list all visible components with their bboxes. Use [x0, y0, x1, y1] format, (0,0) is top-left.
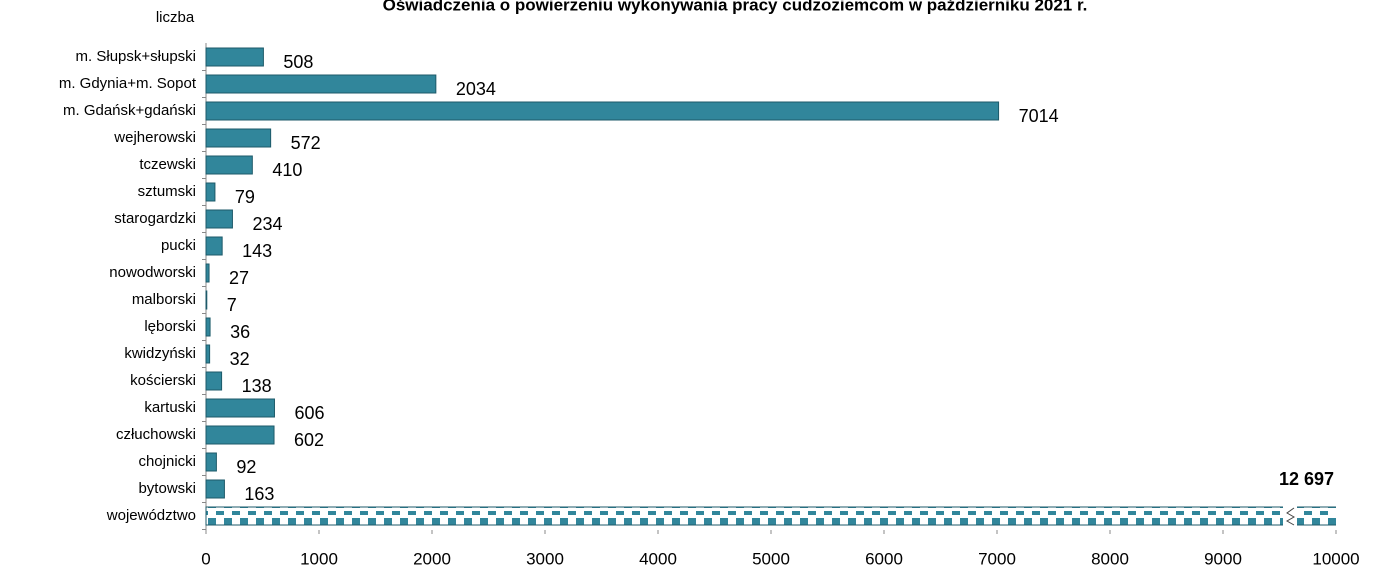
- y-tick-label: kościerski: [130, 372, 196, 389]
- x-tick-label: 7000: [978, 549, 1016, 568]
- bar: [205, 290, 208, 310]
- value-label: 508: [283, 52, 313, 72]
- value-label: 7: [227, 295, 237, 315]
- y-tick-label: kartuski: [144, 399, 196, 416]
- y-tick-label: człuchowski: [116, 426, 196, 443]
- value-label: 410: [272, 160, 302, 180]
- y-tick-label: wejherowski: [113, 129, 196, 146]
- value-label: 606: [294, 403, 324, 423]
- value-label: 36: [230, 322, 250, 342]
- x-tick-label: 0: [201, 549, 210, 568]
- y-tick-label: pucki: [161, 237, 196, 254]
- bar: [205, 479, 225, 499]
- y-tick-label: chojnicki: [138, 453, 196, 470]
- y-tick-label: m. Słupsk+słupski: [76, 48, 196, 65]
- y-tick-label: lęborski: [144, 318, 196, 335]
- value-label: 138: [242, 376, 272, 396]
- bar: [205, 236, 223, 256]
- value-label: 2034: [456, 79, 496, 99]
- x-tick-label: 2000: [413, 549, 451, 568]
- x-tick-label: 1000: [300, 549, 338, 568]
- bar: [205, 47, 264, 67]
- value-label: 163: [244, 484, 274, 504]
- y-tick-label: województwo: [106, 507, 196, 524]
- bar: [205, 155, 253, 175]
- axis-label: liczba: [156, 9, 195, 26]
- value-label: 12 697: [1279, 469, 1334, 489]
- y-tick-label: starogardzki: [114, 210, 196, 227]
- y-tick-label: bytowski: [138, 480, 196, 497]
- y-tick-label: m. Gdynia+m. Sopot: [59, 75, 197, 92]
- bar: [205, 74, 437, 94]
- value-label: 79: [235, 187, 255, 207]
- bar: [205, 209, 233, 229]
- bar: [205, 263, 210, 283]
- x-tick-label: 6000: [865, 549, 903, 568]
- bar: [205, 101, 1000, 121]
- y-tick-label: tczewski: [139, 156, 196, 173]
- bar: [205, 425, 275, 445]
- bar: [205, 506, 1336, 526]
- x-tick-label: 9000: [1204, 549, 1242, 568]
- value-label: 92: [236, 457, 256, 477]
- value-label: 572: [291, 133, 321, 153]
- bars: [205, 47, 1336, 526]
- x-tick-label: 4000: [639, 549, 677, 568]
- value-label: 143: [242, 241, 272, 261]
- x-tick-label: 10000: [1312, 549, 1359, 568]
- value-label: 602: [294, 430, 324, 450]
- bar: [205, 317, 211, 337]
- bar: [205, 344, 211, 364]
- y-tick-label: nowodworski: [109, 264, 196, 281]
- axis-break: [1283, 505, 1297, 527]
- x-tick-label: 8000: [1091, 549, 1129, 568]
- y-tick-label: sztumski: [138, 183, 196, 200]
- value-label: 234: [252, 214, 282, 234]
- bar: [205, 398, 275, 418]
- bar: [205, 452, 217, 472]
- y-tick-label: m. Gdańsk+gdański: [63, 102, 196, 119]
- y-tick-label: malborski: [132, 291, 196, 308]
- value-label: 27: [229, 268, 249, 288]
- bar: [205, 371, 223, 391]
- value-label: 7014: [1019, 106, 1059, 126]
- bar: [205, 182, 216, 202]
- value-label: 32: [230, 349, 250, 369]
- bar: [205, 128, 272, 148]
- chart-title: Oświadczenia o powierzeniu wykonywania p…: [383, 0, 1088, 14]
- axis-break: [1285, 507, 1296, 526]
- x-tick-label: 5000: [752, 549, 790, 568]
- y-tick-label: kwidzyński: [124, 345, 196, 362]
- x-tick-label: 3000: [526, 549, 564, 568]
- overlay: 508 2034 7014 572 410 79 234 143 27 7 36 32 138 606 60…: [227, 52, 1334, 527]
